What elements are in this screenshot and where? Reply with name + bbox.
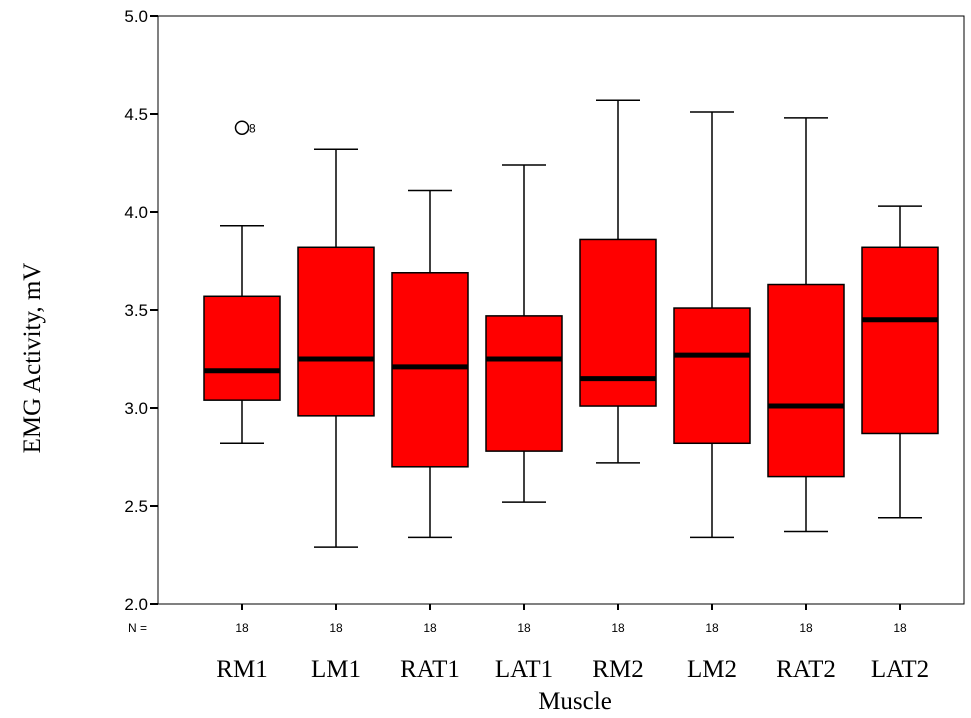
- y-tick-label: 2.5: [124, 497, 148, 516]
- box-iqr: [673, 307, 751, 445]
- n-count: 18: [705, 621, 719, 635]
- category-label: LAT2: [871, 656, 929, 683]
- y-tick-label: 4.5: [124, 105, 148, 124]
- category-label: LM1: [311, 656, 361, 683]
- y-tick-label: 2.0: [124, 595, 148, 614]
- box-iqr: [297, 246, 375, 417]
- y-tick-label: 3.0: [124, 399, 148, 418]
- box-lm1: [297, 148, 375, 610]
- box-rm2: [579, 99, 657, 610]
- category-label: RM1: [216, 656, 267, 683]
- x-axis-title: Muscle: [538, 688, 612, 715]
- n-count: 18: [611, 621, 625, 635]
- box-iqr: [767, 283, 845, 478]
- box-rat2: [767, 117, 845, 610]
- box-iqr: [485, 315, 563, 452]
- y-axis: 2.0 2.5 3.0 3.5 4.0 4.5 5.0: [124, 7, 158, 614]
- box-lat2: [861, 205, 939, 610]
- n-count: 18: [329, 621, 343, 635]
- n-count: 18: [893, 621, 907, 635]
- n-label: N =: [128, 621, 147, 635]
- category-label: RM2: [592, 656, 643, 683]
- box-iqr: [203, 295, 281, 401]
- box-rat1: [391, 189, 469, 610]
- y-tick-label: 4.0: [124, 203, 148, 222]
- n-count: 18: [423, 621, 437, 635]
- category-label: LAT1: [495, 656, 553, 683]
- category-labels: 18 RM1 18 LM1 18 RAT1 18 LAT1 18 RM2 18 LM2 18 RAT2 18…: [216, 621, 929, 683]
- box-iqr: [861, 246, 939, 435]
- n-count: 18: [235, 621, 249, 635]
- category-label: LM2: [687, 656, 737, 683]
- category-label: RAT2: [776, 656, 836, 683]
- outlier-label: 8: [249, 122, 256, 136]
- n-count: 18: [517, 621, 531, 635]
- y-axis-title: EMG Activity, mV: [19, 263, 46, 454]
- n-count: 18: [799, 621, 813, 635]
- outlier-point: [234, 120, 250, 135]
- boxes-layer: 8: [203, 99, 939, 610]
- y-tick-label: 3.5: [124, 301, 148, 320]
- box-lm2: [673, 111, 751, 610]
- box-lat1: [485, 164, 563, 610]
- box-rm1: 8: [203, 120, 281, 610]
- box-iqr: [391, 272, 469, 468]
- category-label: RAT1: [400, 656, 460, 683]
- y-tick-label: 5.0: [124, 7, 148, 26]
